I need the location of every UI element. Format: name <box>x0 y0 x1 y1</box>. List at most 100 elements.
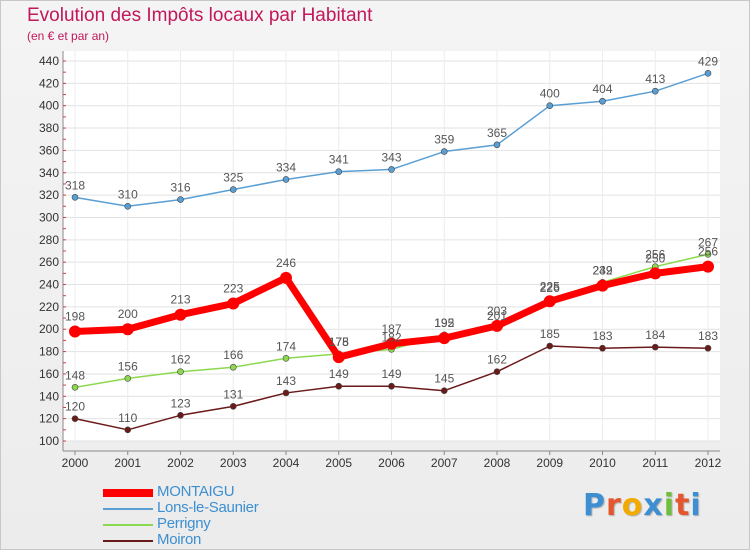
series-point-0 <box>491 319 503 332</box>
data-label: 256 <box>645 248 665 262</box>
series-point-1 <box>71 194 79 201</box>
data-label: 334 <box>276 160 296 174</box>
series-point-0 <box>121 323 134 336</box>
axis-layer: 100 120 140 160 180 200 220 240 260 280 300 320 340 3… <box>39 51 722 470</box>
data-label: 120 <box>65 400 85 414</box>
x-tick-label: 2001 <box>114 456 141 470</box>
brand-letter: r <box>606 488 622 523</box>
data-label: 184 <box>645 328 665 342</box>
data-label: 413 <box>645 72 665 86</box>
y-tick-label: 300 <box>39 210 59 224</box>
x-tick-label: 2003 <box>220 456 247 470</box>
x-tick-label: 2007 <box>431 456 458 470</box>
series-point-0 <box>227 297 240 310</box>
brand-letter: o <box>621 488 644 523</box>
data-label: 183 <box>698 329 718 343</box>
data-label: 187 <box>381 322 401 336</box>
y-tick-label: 280 <box>39 233 59 247</box>
x-tick-label: 2008 <box>484 456 511 470</box>
data-label: 149 <box>381 367 401 381</box>
data-label: 145 <box>434 372 454 386</box>
data-label: 267 <box>698 235 718 249</box>
x-tick-label: 2009 <box>536 456 563 470</box>
series-point-2 <box>71 384 79 391</box>
legend-item: Lons-le-Saunier <box>103 499 343 517</box>
data-label: 131 <box>223 387 243 401</box>
series-point-1 <box>440 148 448 155</box>
brand-letter: i <box>690 488 702 523</box>
series-point-0 <box>69 325 81 338</box>
series-point-2 <box>124 375 132 382</box>
x-tick-label: 2006 <box>378 456 405 470</box>
data-label: 242 <box>592 263 612 277</box>
data-label: 143 <box>276 374 296 388</box>
brand-logo: Proxiti <box>583 488 702 523</box>
data-label: 250 <box>645 251 665 265</box>
brand-letter: P <box>583 488 606 523</box>
y-tick-label: 420 <box>39 76 59 90</box>
data-label: 149 <box>329 367 349 381</box>
brand-letter: t <box>675 488 691 523</box>
brand-letter: x <box>643 488 664 523</box>
data-label: 404 <box>592 82 612 96</box>
legend-label: Lons-le-Saunier <box>157 499 259 516</box>
y-tick-label: 160 <box>39 367 59 381</box>
series-point-2 <box>282 354 290 362</box>
y-tick-label: 240 <box>39 278 59 292</box>
series-point-0 <box>174 308 187 321</box>
chart-subtitle: (en € et par an) <box>27 29 110 43</box>
data-label: 325 <box>223 171 243 185</box>
series-point-2 <box>229 363 237 371</box>
series-point-1 <box>177 196 184 203</box>
data-label: 223 <box>223 282 243 296</box>
y-tick-label: 180 <box>39 345 59 359</box>
legend-item: MONTAIGU <box>103 483 343 501</box>
series-point-1 <box>335 168 343 175</box>
grid-layer <box>63 51 720 442</box>
y-tick-label: 360 <box>39 143 59 157</box>
series-point-1 <box>282 176 290 183</box>
series-point-2 <box>177 368 184 376</box>
x-tick-label: 2005 <box>325 456 352 470</box>
y-tick-label: 100 <box>39 434 59 448</box>
series-point-1 <box>704 69 712 77</box>
series-point-3 <box>388 382 395 390</box>
series-point-0 <box>543 295 556 308</box>
legend: MONTAIGU Lons-le-Saunier Perrigny Moiron <box>103 483 343 549</box>
series-point-3 <box>440 387 448 395</box>
y-tick-label: 120 <box>39 412 59 426</box>
series-point-3 <box>546 342 554 350</box>
legend-label: Perrigny <box>157 515 211 532</box>
x-tick-label: 2011 <box>642 456 668 470</box>
data-label: 185 <box>540 327 560 341</box>
data-label: 195 <box>434 316 454 330</box>
x-tick-label: 2010 <box>589 456 616 470</box>
y-tick-label: 260 <box>39 255 59 269</box>
chart-title: Evolution des Impôts locaux par Habitant <box>27 5 373 26</box>
y-tick-label: 200 <box>39 322 59 336</box>
series-point-2 <box>704 251 712 258</box>
data-label: 316 <box>170 181 190 195</box>
data-label: 200 <box>118 307 138 321</box>
legend-item: Moiron <box>103 531 343 549</box>
series-point-3 <box>599 344 606 352</box>
data-label: 182 <box>381 330 401 344</box>
data-label: 123 <box>170 396 190 410</box>
legend-swatch <box>103 508 153 510</box>
data-label: 341 <box>329 153 349 167</box>
series-point-3 <box>177 411 184 419</box>
data-label: 359 <box>434 133 454 147</box>
series-point-0 <box>702 260 714 273</box>
data-label: 226 <box>540 281 560 295</box>
y-tick-label: 380 <box>39 121 59 135</box>
series-point-3 <box>282 389 290 397</box>
series-point-0 <box>280 271 292 284</box>
legend-label: Moiron <box>157 531 202 548</box>
series-point-1 <box>651 87 659 95</box>
series-point-1 <box>229 186 237 193</box>
series-point-3 <box>71 415 79 422</box>
data-label: 400 <box>540 87 560 101</box>
legend-label: MONTAIGU <box>157 483 235 500</box>
